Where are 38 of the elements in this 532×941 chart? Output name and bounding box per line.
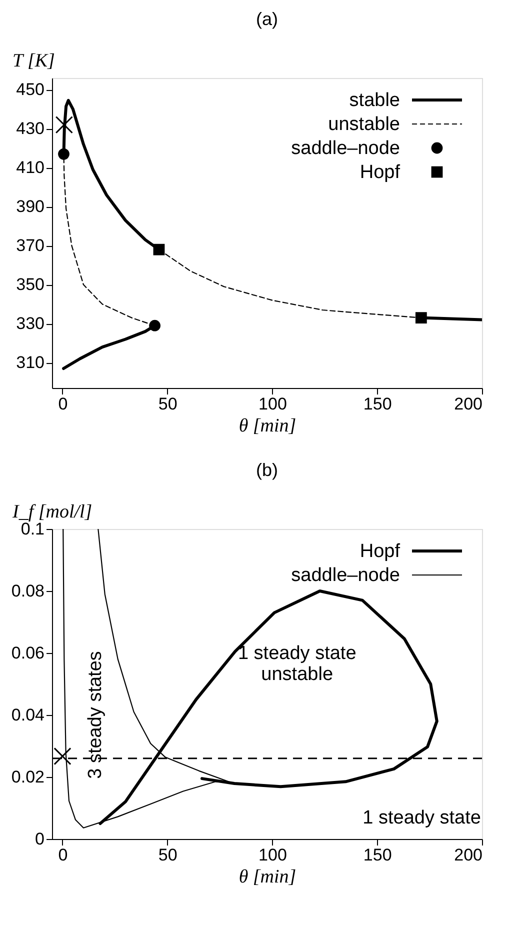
chart-title: (a) [256, 9, 278, 29]
legend-label: saddle–node [291, 565, 400, 586]
legend-label: unstable [328, 114, 400, 135]
y-tick-label: 330 [16, 314, 44, 334]
y-tick-label: 0.06 [11, 644, 44, 662]
x-tick-label: 200 [454, 846, 482, 864]
y-axis-title: I_f [mol/l] [12, 502, 92, 522]
legend-label: Hopf [360, 162, 401, 183]
y-tick-label: 0.08 [11, 582, 44, 600]
y-tick-label: 0.02 [11, 768, 44, 786]
annotation: 3 steady states [85, 651, 106, 779]
y-tick-label: 350 [16, 275, 44, 294]
annotation: 1 steady state [362, 807, 481, 828]
x-tick-label: 200 [454, 394, 482, 414]
x-tick-label: 100 [258, 846, 287, 864]
x-tick-label: 0 [58, 394, 68, 414]
y-tick-label: 430 [16, 119, 44, 138]
chart-title: (b) [256, 460, 278, 480]
x-axis-title: θ [min] [238, 416, 296, 436]
y-tick-label: 410 [16, 158, 44, 178]
y-tick-label: 450 [16, 80, 44, 100]
x-tick-label: 50 [158, 846, 178, 864]
y-tick-label: 0.04 [11, 706, 44, 724]
x-tick-label: 100 [258, 394, 287, 414]
y-tick-label: 0 [35, 830, 44, 848]
x-tick-label: 150 [363, 394, 392, 414]
x-axis-title: θ [min] [238, 866, 296, 888]
y-tick-label: 310 [16, 353, 44, 372]
y-tick-label: 390 [16, 197, 44, 216]
legend-label: saddle–node [291, 138, 400, 159]
x-tick-label: 0 [58, 846, 68, 864]
legend-label: stable [349, 90, 400, 111]
y-tick-label: 370 [16, 236, 44, 256]
x-tick-label: 50 [158, 394, 178, 414]
y-axis-title: T [K] [12, 50, 55, 72]
legend-label: Hopf [360, 541, 401, 562]
annotation: 1 steady state unstable [238, 643, 356, 685]
x-tick-label: 150 [363, 846, 392, 864]
